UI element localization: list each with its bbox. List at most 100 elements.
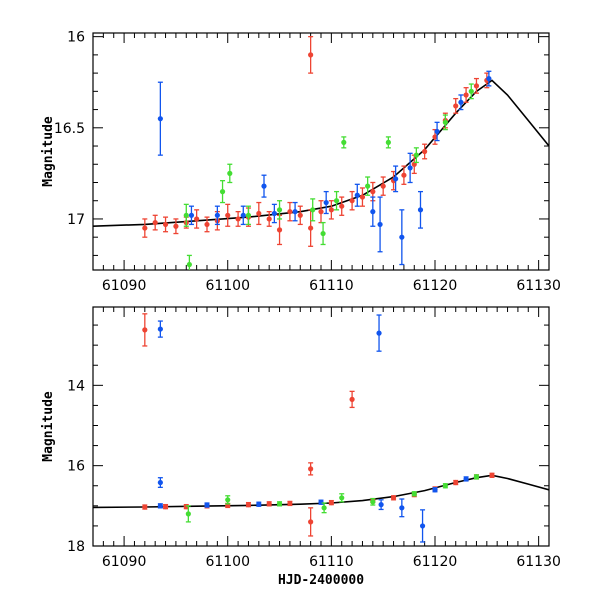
red-data-point (453, 479, 459, 486)
red-data-point (276, 227, 283, 233)
red-data-point (339, 203, 345, 209)
blue-data-point (292, 209, 298, 215)
red-data-point (349, 396, 355, 402)
x-tick-label: 61130 (516, 278, 561, 294)
blue-data-point (376, 330, 382, 336)
blue-data-point (486, 75, 492, 82)
green-data-point (219, 189, 226, 195)
red-data-point (489, 472, 495, 478)
green-data-point (310, 207, 316, 213)
red-data-point (266, 501, 272, 507)
blue-data-point (370, 209, 376, 215)
blue-data-point (399, 505, 405, 511)
data-layer (93, 313, 549, 543)
plot-frame (92, 306, 550, 547)
green-data-point (341, 139, 347, 145)
x-tick-label: 61090 (102, 278, 147, 294)
red-data-point (380, 183, 386, 189)
x-tick-label: 61130 (516, 554, 561, 570)
blue-data-point (399, 234, 405, 240)
blue-data-point (157, 503, 163, 509)
blue-data-point (240, 212, 246, 218)
blue-data-point (157, 326, 163, 332)
blue-data-point (458, 99, 464, 105)
blue-data-point (214, 212, 220, 218)
red-data-point (173, 223, 179, 229)
blue-data-point (323, 199, 329, 206)
y-axis-label: Magnitude (41, 391, 56, 462)
blue-data-point (354, 192, 360, 198)
red-data-point (390, 495, 397, 501)
green-data-point (442, 119, 448, 125)
y-axis-label: Magnitude (41, 116, 56, 187)
red-data-point (256, 210, 262, 217)
blue-data-point (417, 207, 424, 213)
red-data-point (142, 327, 148, 333)
red-data-point (308, 225, 314, 231)
blue-data-point (204, 502, 210, 508)
blue-data-point (318, 499, 324, 505)
red-data-point (162, 504, 169, 510)
green-data-point (442, 483, 448, 489)
green-data-point (183, 212, 189, 218)
red-data-point (463, 92, 469, 98)
red-data-point (328, 500, 334, 506)
green-data-point (385, 139, 391, 145)
red-data-point (162, 221, 169, 228)
red-data-point (266, 216, 272, 222)
blue-data-point (434, 128, 440, 135)
blue-data-point (261, 183, 267, 189)
green-data-point (411, 491, 417, 497)
red-data-point (473, 83, 480, 89)
green-data-point (473, 474, 480, 480)
blue-data-point (188, 212, 195, 218)
green-data-point (276, 207, 283, 213)
green-data-point (227, 170, 233, 176)
green-data-point (186, 261, 192, 268)
red-data-point (194, 216, 200, 222)
blue-data-point (407, 165, 413, 171)
red-data-point (308, 466, 314, 472)
x-tick-label: 61100 (205, 278, 250, 294)
red-data-point (432, 134, 438, 140)
red-data-point (245, 502, 252, 508)
red-data-point (225, 212, 231, 218)
green-data-point (185, 511, 191, 517)
red-data-point (142, 504, 148, 510)
y-tick-label: 16 (67, 459, 85, 475)
x-axis-label: HJD-2400000 (278, 573, 364, 588)
y-tick-label: 14 (67, 378, 85, 394)
green-data-point (339, 495, 345, 501)
green-data-point (320, 230, 326, 237)
red-data-point (401, 172, 407, 178)
green-data-point (321, 505, 327, 511)
red-data-point (235, 216, 241, 222)
x-tick-label: 61100 (205, 554, 250, 570)
red-data-point (349, 198, 355, 204)
green-data-point (468, 88, 474, 94)
x-tick-label: 61110 (309, 554, 354, 570)
blue-data-point (378, 502, 384, 508)
y-tick-label: 17 (67, 212, 85, 228)
blue-data-point (157, 479, 163, 486)
red-data-point (297, 212, 303, 218)
red-data-point (308, 52, 314, 58)
bottom-panel: 61090 61100 61110 61120 61130 14 16 18 Magnitude… (41, 306, 561, 588)
blue-data-point (419, 523, 426, 529)
red-data-point (287, 209, 293, 215)
x-tick-label: 61090 (102, 554, 147, 570)
green-data-point (276, 501, 283, 507)
red-data-point (318, 209, 324, 215)
green-data-point (413, 152, 419, 158)
y-tick-label: 16 (67, 30, 85, 46)
data-layer (93, 35, 549, 270)
blue-data-point (157, 116, 163, 122)
y-tick-label: 16.5 (54, 121, 85, 137)
green-data-point (245, 212, 252, 218)
blue-data-point (463, 476, 469, 482)
x-tick-label: 61120 (413, 554, 458, 570)
red-data-point (152, 220, 158, 226)
green-data-point (333, 198, 340, 204)
blue-data-point (256, 501, 262, 507)
red-data-point (359, 194, 366, 200)
